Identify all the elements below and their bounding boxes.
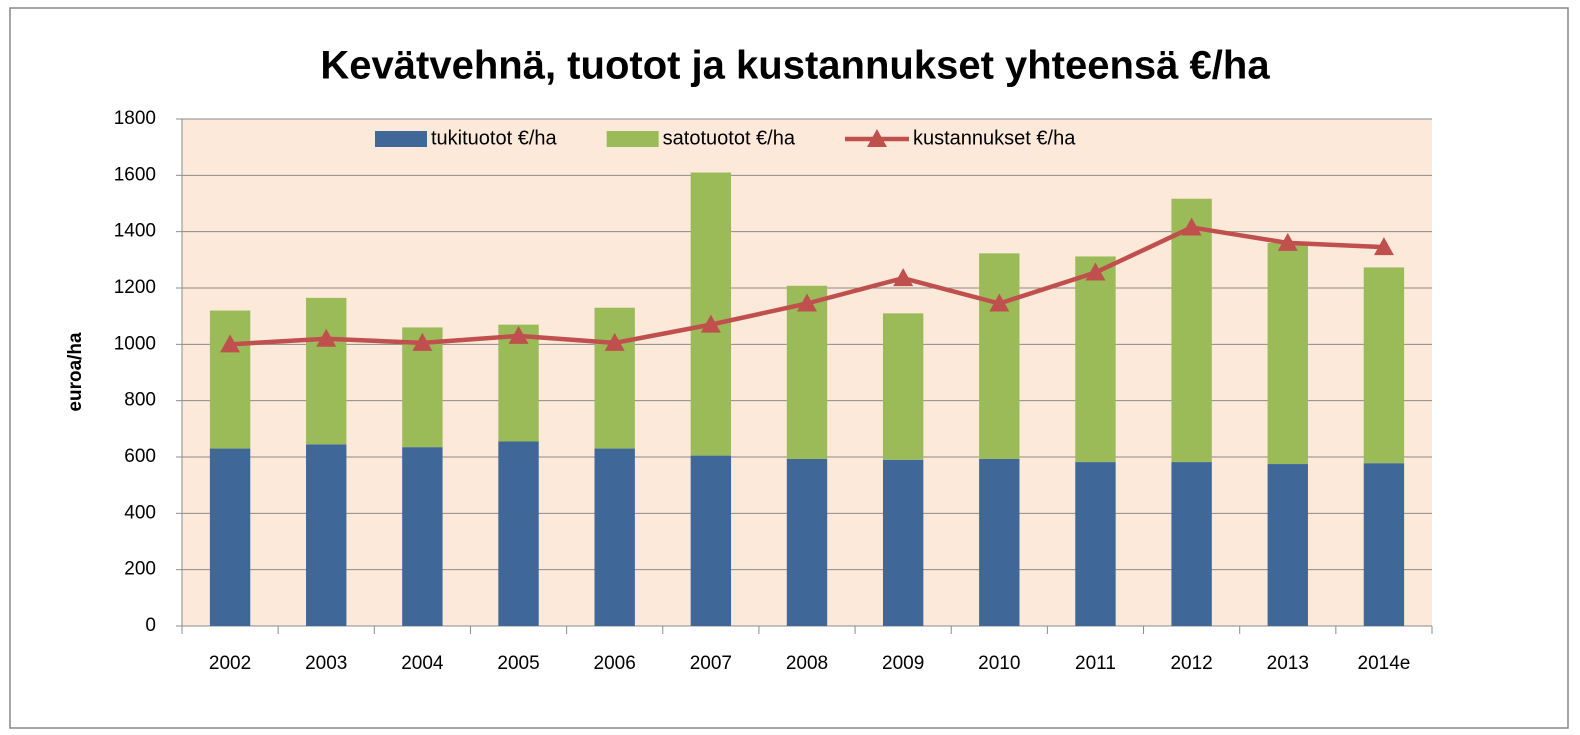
x-tick-label: 2013	[1267, 653, 1309, 674]
bar-segment	[1171, 462, 1212, 626]
line-marker	[412, 332, 433, 351]
bar-segment	[1075, 462, 1116, 626]
line-marker	[989, 293, 1010, 312]
bar-segment	[209, 448, 251, 626]
bar-segment	[979, 458, 1020, 626]
line-marker	[508, 325, 529, 344]
bar-segment	[402, 447, 443, 626]
bar-segment	[882, 459, 924, 626]
bar-segment	[498, 441, 539, 626]
bar-segment	[1075, 256, 1116, 463]
bar-segment	[786, 458, 828, 626]
bar-segment	[1267, 464, 1308, 626]
x-tick-label: 2010	[978, 653, 1020, 674]
bar-segment	[690, 172, 732, 456]
bar-segment	[498, 324, 539, 442]
legend-swatch	[375, 131, 427, 147]
bar-segment	[882, 313, 924, 460]
bar-segment	[1171, 198, 1212, 463]
bar-segment	[786, 285, 828, 459]
line-marker	[893, 268, 914, 287]
x-tick-label: 2003	[305, 653, 347, 674]
x-tick-label: 2011	[1075, 653, 1116, 674]
x-tick-label: 2012	[1170, 653, 1212, 674]
bar-segment	[306, 297, 347, 445]
bar-segment	[1363, 267, 1405, 464]
y-tick-label: 1600	[114, 164, 156, 185]
bar-segment	[1363, 463, 1405, 626]
line-marker	[604, 332, 625, 351]
y-tick-label: 800	[124, 390, 156, 411]
line-marker	[1277, 232, 1298, 251]
y-tick-label: 200	[124, 559, 156, 580]
x-tick-label: 2008	[786, 653, 828, 674]
y-tick-label: 1000	[114, 333, 156, 354]
y-axis-label: euroa/ha	[65, 332, 86, 412]
bar-segment	[690, 455, 732, 626]
x-tick-label: 2004	[401, 653, 444, 674]
x-tick-label: 2005	[497, 653, 539, 674]
legend-label: satotuotot €/ha	[663, 127, 796, 149]
line-marker	[1181, 217, 1202, 236]
bar-segment	[594, 448, 635, 626]
line-marker	[1085, 262, 1106, 281]
line-marker	[797, 293, 817, 312]
y-tick-label: 600	[124, 446, 156, 467]
y-tick-label: 1800	[114, 108, 156, 129]
legend-label: kustannukset €/ha	[913, 127, 1076, 149]
bar-segment	[306, 444, 347, 626]
y-tick-label: 400	[124, 502, 156, 523]
legend-swatch	[866, 129, 887, 147]
legend-label: tukituotot €/ha	[431, 127, 558, 149]
line-marker	[700, 314, 721, 333]
bar-segment	[979, 253, 1020, 459]
legend-swatch	[606, 131, 659, 147]
bar-segment	[209, 310, 251, 449]
bar-segment	[594, 307, 635, 449]
line-marker	[316, 328, 337, 347]
x-tick-label: 2006	[594, 653, 636, 674]
bar-segment	[1267, 242, 1308, 465]
y-tick-label: 0	[145, 615, 156, 636]
x-tick-label: 2009	[882, 653, 924, 674]
y-tick-label: 1400	[114, 221, 156, 242]
line-marker	[220, 334, 241, 353]
y-tick-label: 1200	[114, 277, 156, 298]
x-tick-label: 2014e	[1358, 653, 1411, 674]
chart-title: Kevätvehnä, tuotot ja kustannukset yhtee…	[320, 44, 1270, 88]
x-tick-label: 2002	[209, 653, 251, 674]
x-tick-label: 2007	[690, 653, 732, 674]
line-marker	[1373, 237, 1394, 256]
